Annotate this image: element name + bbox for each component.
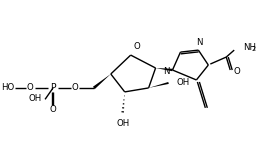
Polygon shape bbox=[156, 68, 173, 71]
Text: O: O bbox=[134, 42, 140, 51]
Text: 2: 2 bbox=[251, 46, 255, 52]
Text: HO: HO bbox=[1, 83, 14, 92]
Text: O: O bbox=[50, 105, 56, 114]
Text: P: P bbox=[50, 83, 56, 92]
Text: OH: OH bbox=[116, 119, 129, 128]
Text: O: O bbox=[72, 83, 78, 92]
Polygon shape bbox=[149, 82, 169, 88]
Text: OH: OH bbox=[29, 94, 42, 103]
Text: O: O bbox=[27, 83, 33, 92]
Polygon shape bbox=[93, 74, 111, 89]
Text: O: O bbox=[233, 68, 240, 76]
Text: N: N bbox=[196, 38, 203, 47]
Text: OH: OH bbox=[177, 78, 190, 87]
Text: NH: NH bbox=[243, 43, 256, 52]
Text: N: N bbox=[163, 67, 170, 75]
